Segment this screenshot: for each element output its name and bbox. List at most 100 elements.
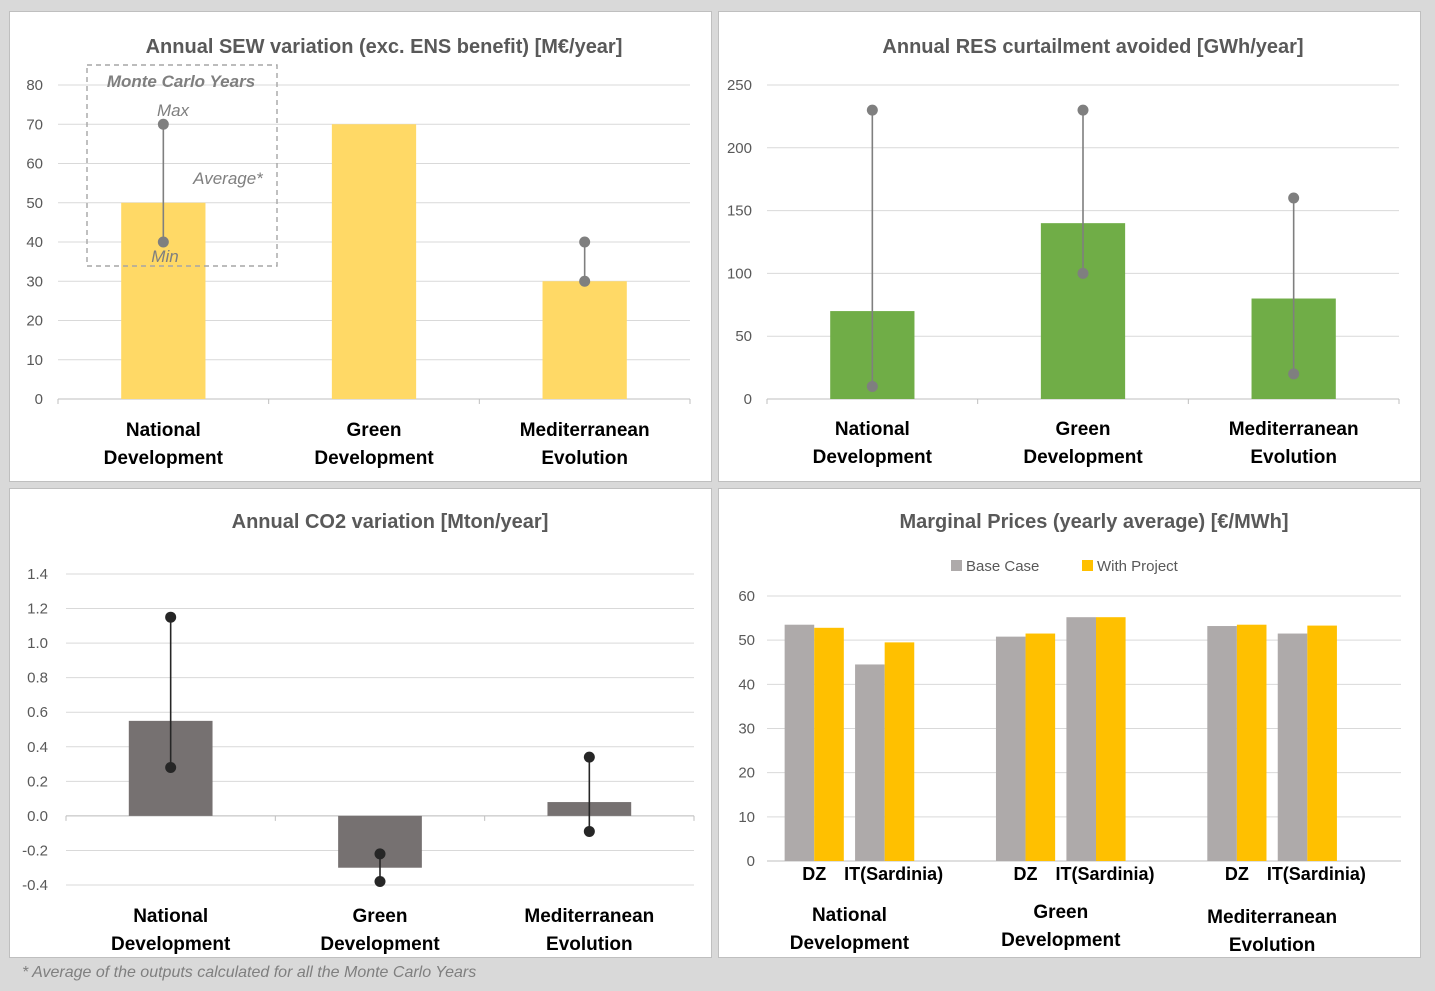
category-label: Development xyxy=(314,448,434,469)
subcategory-label: DZ xyxy=(1014,864,1038,884)
legend-swatch xyxy=(1082,560,1093,571)
subcategory-label: DZ xyxy=(1225,864,1249,884)
bar xyxy=(1096,617,1126,861)
chart-title: Annual CO2 variation [Mton/year] xyxy=(232,511,549,533)
range-min-point xyxy=(374,876,386,888)
bar xyxy=(814,627,844,861)
y-tick-label: -0.4 xyxy=(22,877,48,894)
co2-chart: Annual CO2 variation [Mton/year] -0.4 -0.2… xyxy=(22,511,695,955)
y-tick-label: 0 xyxy=(35,391,43,408)
category-label: Evolution xyxy=(1250,447,1337,468)
range-min-point xyxy=(157,236,169,248)
y-tick-label: 0.0 xyxy=(27,808,48,825)
category-label: Mediterranean xyxy=(524,906,654,927)
bar xyxy=(784,624,815,861)
bar xyxy=(1207,626,1237,861)
subcategory-label: IT(Sardinia) xyxy=(1267,864,1366,884)
prices-chart: Marginal Prices (yearly average) [€/MWh]… xyxy=(738,511,1401,956)
category-label: Green xyxy=(353,906,408,927)
y-tick-label: 60 xyxy=(738,588,755,605)
category-label: Development xyxy=(104,448,224,469)
max-annotation: Max xyxy=(157,101,190,120)
min-annotation: Min xyxy=(151,247,178,266)
range-min-point xyxy=(1077,267,1089,279)
chart-title: Annual RES curtailment avoided [GWh/year… xyxy=(882,36,1303,58)
category-label: Mediterranean xyxy=(1229,419,1359,440)
range-max-point xyxy=(157,118,169,130)
range-max-point xyxy=(866,104,878,116)
range-max-point xyxy=(1077,104,1089,116)
range-min-point xyxy=(579,275,591,287)
range-min-point xyxy=(583,825,595,837)
range-min-point xyxy=(1288,368,1300,380)
range-max-point xyxy=(579,236,591,248)
y-tick-label: 20 xyxy=(738,765,755,782)
subcategory-label: IT(Sardinia) xyxy=(844,864,943,884)
bar xyxy=(1236,624,1267,861)
y-tick-label: 20 xyxy=(26,313,43,330)
y-tick-label: 0 xyxy=(747,853,755,870)
y-tick-label: 70 xyxy=(26,116,43,133)
group-label: Green xyxy=(1033,902,1088,923)
y-tick-label: 40 xyxy=(26,234,43,251)
category-label: Development xyxy=(111,934,231,955)
category-label: Evolution xyxy=(541,448,628,469)
res-chart: Annual RES curtailment avoided [GWh/year… xyxy=(727,36,1400,468)
group-label: Development xyxy=(790,933,910,954)
legend-label: Base Case xyxy=(966,558,1039,575)
group-label: Mediterranean xyxy=(1207,907,1337,928)
y-tick-label: 200 xyxy=(727,140,752,157)
range-min-point xyxy=(866,380,878,392)
y-tick-label: 0.8 xyxy=(27,670,48,687)
category-label: National xyxy=(126,420,201,441)
category-label: Mediterranean xyxy=(520,420,650,441)
bar xyxy=(331,124,417,399)
bar xyxy=(995,636,1026,861)
group-label: National xyxy=(812,905,887,926)
y-tick-label: 50 xyxy=(26,195,43,212)
bar xyxy=(855,664,885,861)
bar xyxy=(542,281,627,399)
bar xyxy=(1025,633,1056,861)
monte-carlo-title: Monte Carlo Years xyxy=(107,72,255,91)
bar xyxy=(884,642,915,861)
y-tick-label: 40 xyxy=(738,676,755,693)
legend-swatch xyxy=(951,560,962,571)
y-tick-label: 1.4 xyxy=(27,566,48,583)
co2-chart-panel: Annual CO2 variation [Mton/year] -0.4 -0.2… xyxy=(9,488,712,958)
bar xyxy=(1307,625,1337,861)
y-tick-label: 1.2 xyxy=(27,601,48,618)
y-tick-label: 80 xyxy=(26,77,43,94)
bar xyxy=(1277,633,1308,861)
y-tick-label: 10 xyxy=(738,809,755,826)
legend-label: With Project xyxy=(1097,558,1179,575)
range-max-point xyxy=(1288,192,1300,204)
y-tick-label: 0.4 xyxy=(27,739,48,756)
subcategory-label: DZ xyxy=(802,864,826,884)
footnote: * Average of the outputs calculated for … xyxy=(22,964,477,981)
range-max-point xyxy=(583,751,595,763)
group-label: Development xyxy=(1001,930,1121,951)
bar xyxy=(1066,617,1096,861)
category-label: National xyxy=(133,906,208,927)
y-tick-label: -0.2 xyxy=(22,842,48,859)
range-min-point xyxy=(165,762,177,774)
category-label: Green xyxy=(1056,419,1111,440)
y-tick-label: 30 xyxy=(738,721,755,738)
y-tick-label: 150 xyxy=(727,203,752,220)
y-tick-label: 250 xyxy=(727,77,752,94)
y-tick-label: 0.6 xyxy=(27,704,48,721)
category-label: Development xyxy=(813,447,933,468)
chart-title: Annual SEW variation (exc. ENS benefit) … xyxy=(146,36,623,58)
range-max-point xyxy=(374,848,386,860)
category-label: Green xyxy=(347,420,402,441)
range-max-point xyxy=(165,611,177,623)
y-tick-label: 30 xyxy=(26,273,43,290)
y-tick-label: 100 xyxy=(727,265,752,282)
category-label: Development xyxy=(320,934,440,955)
y-tick-label: 0.2 xyxy=(27,773,48,790)
group-label: Evolution xyxy=(1229,935,1316,956)
monte-carlo-box xyxy=(86,64,278,267)
y-tick-label: 10 xyxy=(26,352,43,369)
res-chart-panel: Annual RES curtailment avoided [GWh/year… xyxy=(718,11,1421,482)
